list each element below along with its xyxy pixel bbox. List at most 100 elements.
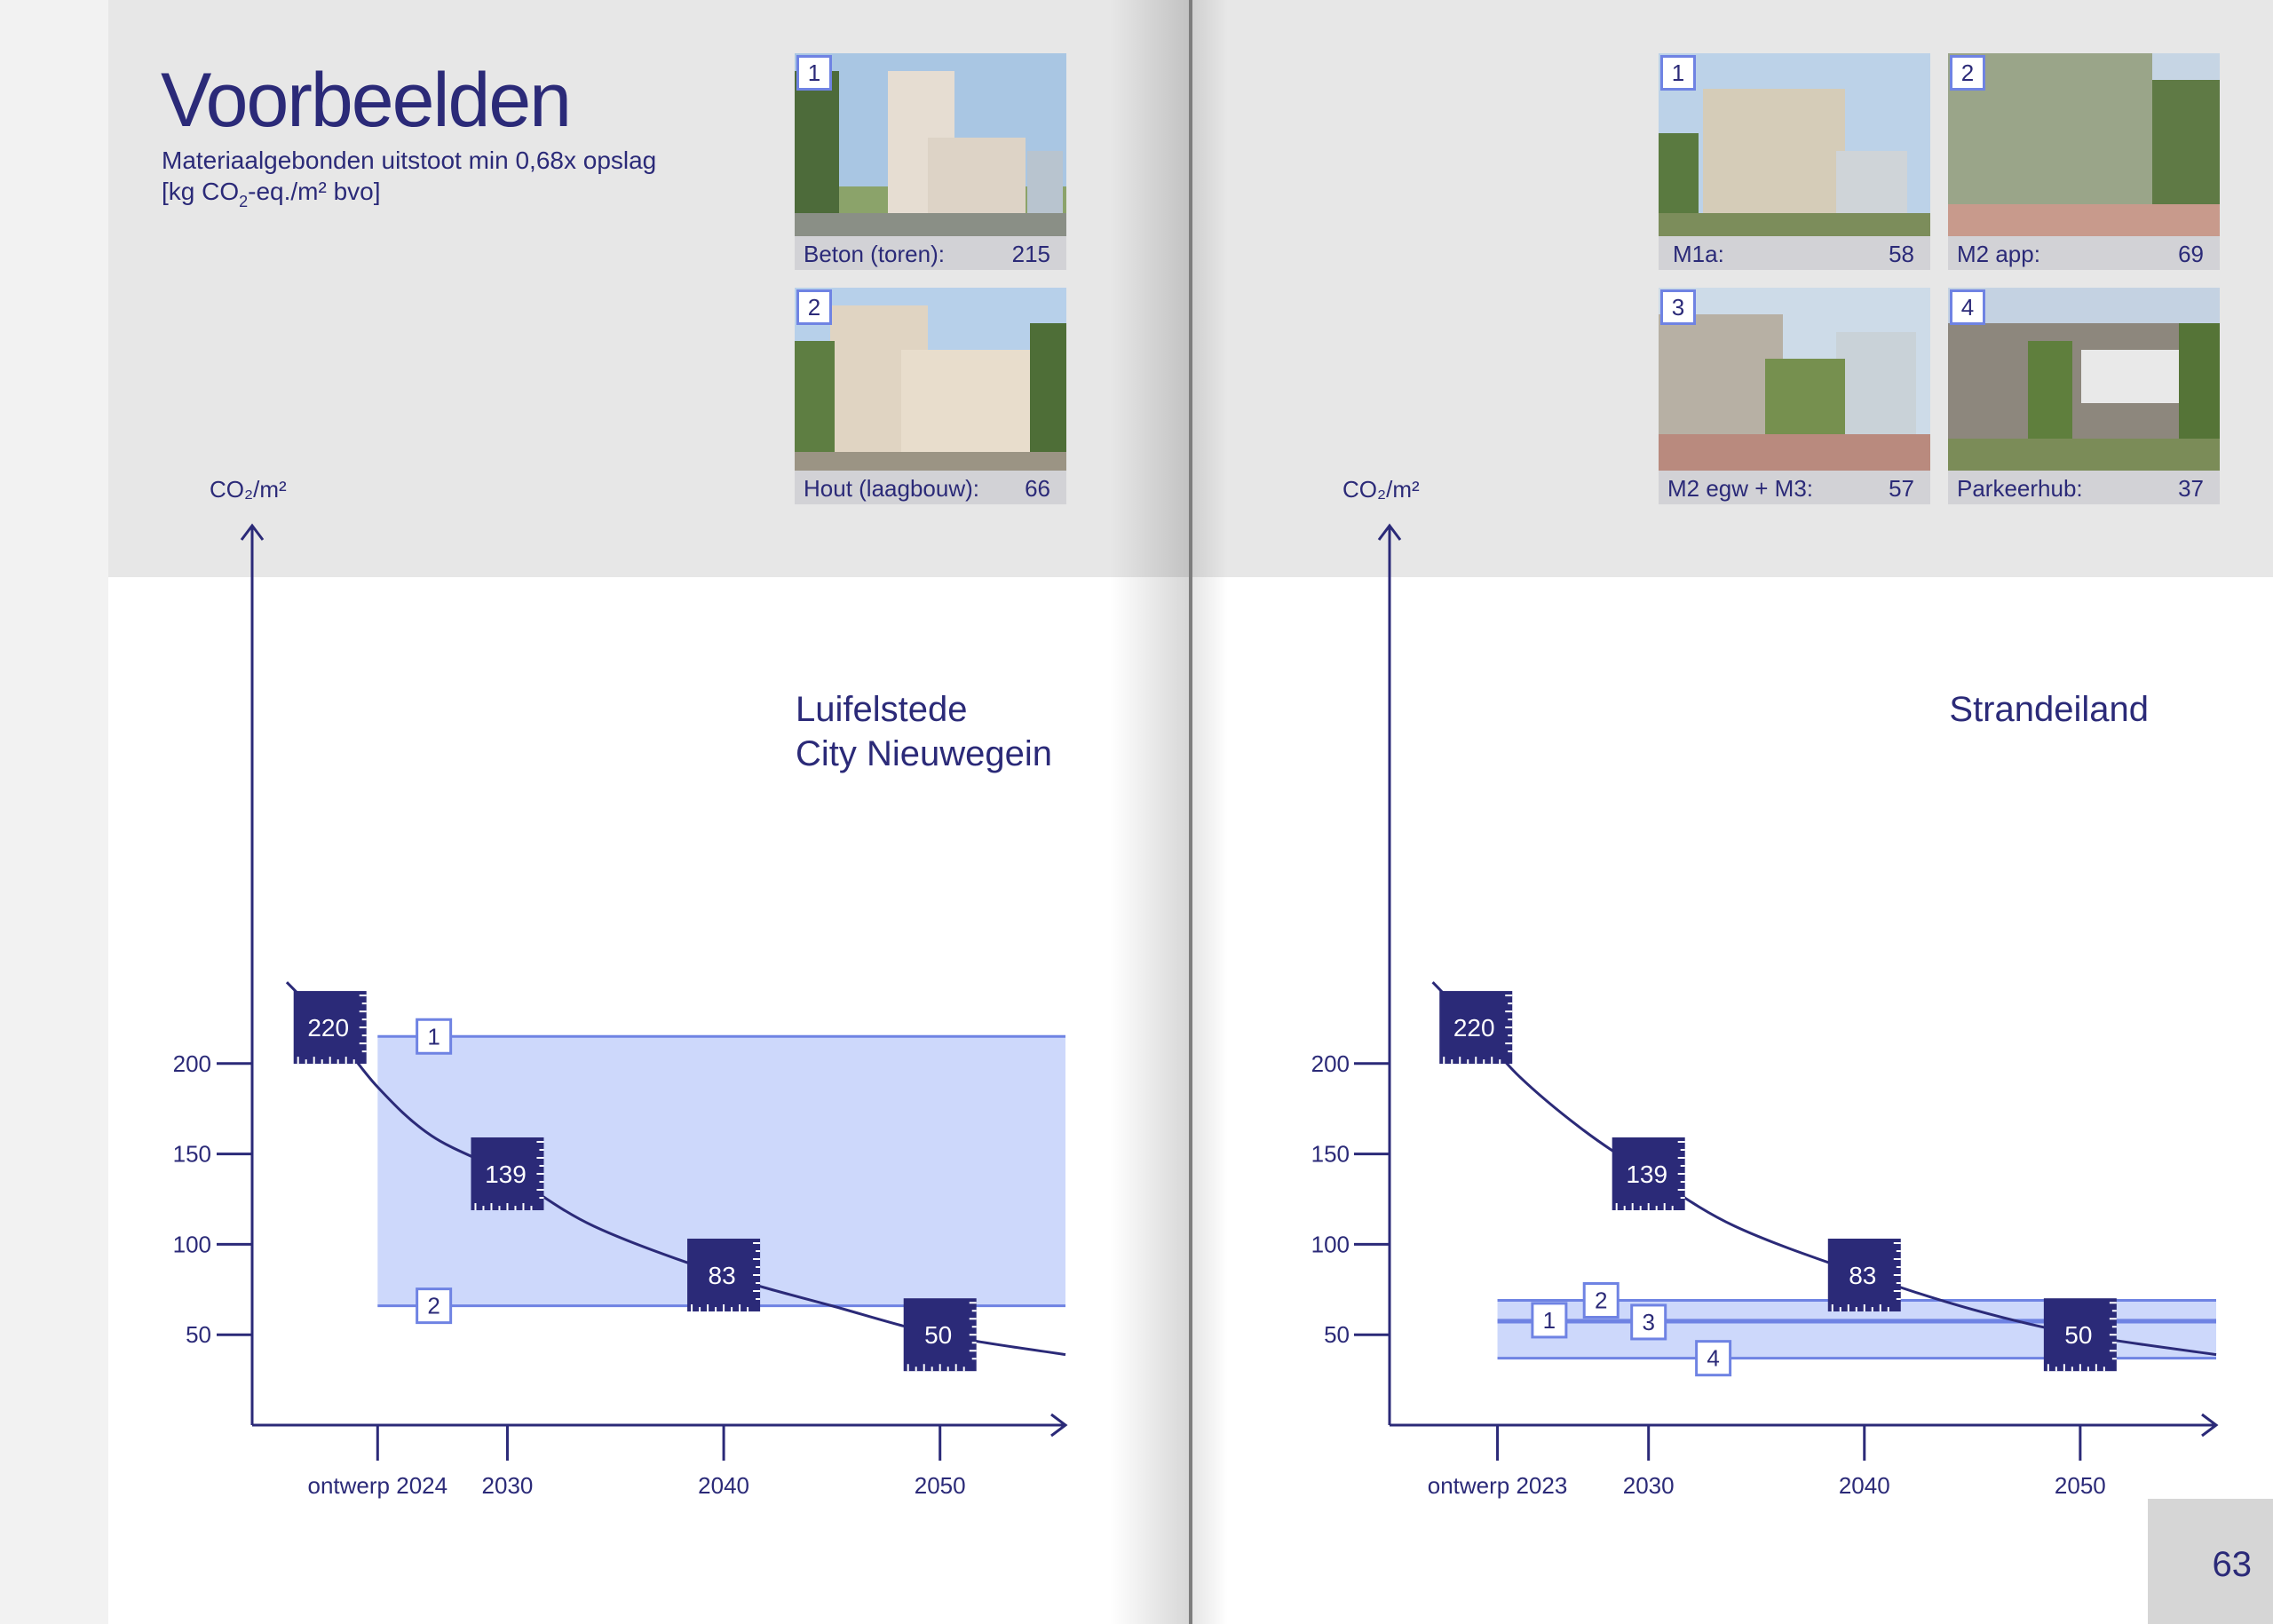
value-marker: 139 [1612, 1137, 1685, 1210]
value-marker-label: 83 [709, 1262, 736, 1289]
reference-badge-label: 2 [1595, 1287, 1607, 1314]
x-tick-label: ontwerp 2023 [1428, 1472, 1568, 1499]
value-marker-box [1439, 991, 1513, 1065]
reference-badge-label: 3 [1642, 1309, 1654, 1335]
y-tick-label: 200 [1311, 1050, 1350, 1077]
photo-card-m2-app: 2 M2 app: 69 [1948, 53, 2220, 270]
photo-caption: M2 egw + M3: 57 [1659, 471, 1930, 504]
building-render-image [1948, 288, 2220, 471]
y-axis-label: CO₂/m² [1342, 476, 1420, 503]
x-tick-label: 2030 [1623, 1472, 1675, 1499]
photo-caption-value: 69 [2178, 241, 2204, 267]
photo-caption-value: 66 [1025, 475, 1050, 502]
chart-title-line: City Nieuwegein [796, 734, 1052, 773]
photo-caption-value: 57 [1889, 475, 1914, 502]
photo-caption-label: Beton (toren): [804, 241, 945, 267]
gutter-line [1189, 0, 1192, 1624]
chart-title-line: Luifelstede [796, 690, 967, 729]
reference-badge [416, 1018, 453, 1055]
photo-caption: M2 app: 69 [1948, 236, 2220, 270]
chart-title-line: Strandeiland [1949, 690, 2149, 729]
y-tick-label: 50 [1324, 1321, 1350, 1348]
building-render-image [1659, 288, 1930, 471]
y-tick-label: 150 [1311, 1141, 1350, 1168]
ruler-ticks [1615, 1141, 1685, 1210]
page-subtitle-unit: [kg CO2-eq./m² bvo] [162, 178, 381, 210]
x-tick-label: 2050 [2055, 1472, 2106, 1499]
building-render-image [795, 53, 1066, 236]
reference-badge-label: 1 [427, 1023, 440, 1050]
value-marker-label: 139 [485, 1161, 527, 1188]
page-number-box: 63 [2148, 1499, 2273, 1624]
value-marker: 50 [2043, 1298, 2117, 1372]
value-marker-label: 139 [1626, 1161, 1667, 1188]
photo-caption-label: M2 egw + M3: [1667, 475, 1814, 502]
photo-number-badge: 1 [1660, 55, 1696, 91]
building-render-image [1659, 53, 1930, 236]
photo-caption-value: 215 [1011, 241, 1050, 267]
photo-card-hout: 2 Hout (laagbouw): 66 [795, 288, 1066, 504]
value-marker-label: 220 [1453, 1014, 1495, 1042]
photo-caption-label: Hout (laagbouw): [804, 475, 979, 502]
value-marker-box [687, 1239, 761, 1312]
x-tick-label: 2030 [482, 1472, 534, 1499]
photo-card-beton: 1 Beton (toren): 215 [795, 53, 1066, 270]
x-axis-arrow [1050, 1413, 1068, 1438]
photo-caption-label: Parkeerhub: [1957, 475, 2083, 502]
photo-caption-label: M2 app: [1957, 241, 2040, 267]
photo-caption-value: 37 [2178, 475, 2204, 502]
y-axis-label: CO₂/m² [210, 476, 287, 503]
value-marker-box [903, 1298, 977, 1372]
value-marker: 83 [1827, 1239, 1901, 1312]
x-tick-label: ontwerp 2024 [308, 1472, 448, 1499]
photo-card-m2-egw-m3: 3 M2 egw + M3: 57 [1659, 288, 1930, 504]
photo-number-badge: 2 [796, 289, 832, 325]
y-axis-arrow [240, 523, 265, 541]
photo-caption: M1a: 58 [1659, 236, 1930, 270]
y-axis-arrow [1377, 523, 1402, 541]
value-marker: 50 [903, 1298, 977, 1372]
photo-caption-value: 58 [1889, 241, 1914, 267]
value-marker-box [2043, 1298, 2117, 1372]
photo-number-badge: 4 [1950, 289, 1985, 325]
x-axis-arrow [2201, 1413, 2219, 1438]
photo-card-m1a: 1 M1a: 58 [1659, 53, 1930, 270]
page-number: 63 [2212, 1545, 2253, 1584]
photo-caption-label: M1a: [1673, 241, 1724, 267]
reduction-curve [285, 981, 1066, 1357]
reference-badge [1582, 1282, 1620, 1319]
value-marker-label: 220 [307, 1014, 349, 1042]
ruler-ticks [1831, 1242, 1901, 1312]
photo-card-parkeerhub: 4 Parkeerhub: 37 [1948, 288, 2220, 504]
reference-badge [416, 1287, 453, 1325]
value-marker-box [293, 991, 367, 1065]
y-tick-label: 150 [173, 1141, 211, 1168]
value-marker-label: 83 [1849, 1262, 1876, 1289]
photo-caption: Hout (laagbouw): 66 [795, 471, 1066, 504]
value-marker: 220 [1439, 991, 1513, 1065]
gutter-shadow-left [1110, 0, 1190, 1624]
value-marker-box [1827, 1239, 1901, 1312]
page-subtitle: Materiaalgebonden uitstoot min 0,68x ops… [162, 147, 656, 174]
ruler-ticks [907, 1302, 977, 1372]
value-marker-label: 50 [2064, 1321, 2092, 1349]
photo-caption: Parkeerhub: 37 [1948, 471, 2220, 504]
value-marker: 83 [687, 1239, 761, 1312]
value-marker-box [1612, 1137, 1685, 1210]
value-marker-box [471, 1137, 544, 1210]
photo-number-badge: 3 [1660, 289, 1696, 325]
photo-number-badge: 1 [796, 55, 832, 91]
y-tick-label: 50 [186, 1321, 211, 1348]
value-marker: 220 [293, 991, 367, 1065]
ruler-ticks [474, 1141, 544, 1210]
gutter-shadow-right [1192, 0, 1228, 1624]
value-marker-label: 50 [924, 1321, 952, 1349]
photo-caption: Beton (toren): 215 [795, 236, 1066, 270]
building-render-image [795, 288, 1066, 471]
ruler-ticks [2047, 1302, 2117, 1372]
ruler-ticks [691, 1242, 761, 1312]
value-marker: 139 [471, 1137, 544, 1210]
